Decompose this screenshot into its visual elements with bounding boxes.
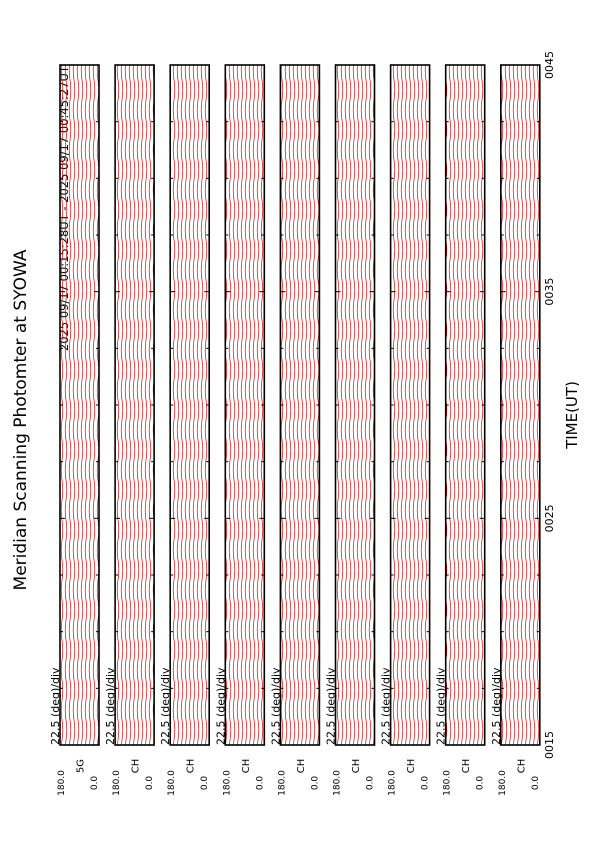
scale-label: 22.5 (deg)/div bbox=[104, 667, 117, 745]
axis-bottom-label: 0.0 bbox=[531, 776, 541, 791]
channel-label: CH bbox=[516, 759, 527, 774]
panel-traces bbox=[59, 64, 100, 746]
axis-top-label: 180.0 bbox=[388, 770, 398, 796]
axis-bottom-label: 0.0 bbox=[310, 776, 320, 791]
channel-label: CH bbox=[241, 759, 252, 774]
panel-traces bbox=[279, 64, 321, 746]
channel-label: CH bbox=[351, 759, 362, 774]
scale-label: 22.5 (deg)/div bbox=[380, 667, 393, 745]
panel-traces bbox=[114, 64, 155, 746]
axis-top-label: 180.0 bbox=[277, 770, 287, 796]
time-tick-label: 0025 bbox=[543, 504, 556, 532]
channel-label: CH bbox=[296, 759, 307, 774]
channel-label: CH bbox=[461, 759, 472, 774]
scale-label: 22.5 (deg)/div bbox=[435, 667, 448, 745]
axis-bottom-label: 0.0 bbox=[145, 776, 155, 791]
channel-label: CH bbox=[186, 759, 197, 774]
axis-top-label: 180.0 bbox=[333, 770, 343, 796]
channel-label: 5G bbox=[76, 759, 87, 773]
axis-top-label: 180.0 bbox=[112, 770, 122, 796]
scale-label: 22.5 (deg)/div bbox=[49, 667, 62, 745]
channel-label: CH bbox=[131, 759, 142, 774]
axis-bottom-label: 0.0 bbox=[200, 776, 210, 791]
axis-top-label: 180.0 bbox=[498, 770, 508, 796]
channel-label: CH bbox=[406, 759, 417, 774]
axis-bottom-label: 0.0 bbox=[90, 776, 100, 791]
axis-bottom-label: 0.0 bbox=[421, 776, 431, 791]
axis-top-label: 180.0 bbox=[167, 770, 177, 796]
panel-traces bbox=[334, 64, 376, 746]
title: Meridian Scanning Photomter at SYOWA bbox=[11, 249, 31, 590]
panel-traces bbox=[169, 64, 210, 746]
panel-traces bbox=[444, 64, 486, 746]
axis-top-label: 180.0 bbox=[57, 770, 67, 796]
axis-bottom-label: 0.0 bbox=[255, 776, 265, 791]
panel-traces bbox=[499, 64, 541, 746]
scale-label: 22.5 (deg)/div bbox=[269, 667, 282, 745]
axis-bottom-label: 0.0 bbox=[476, 776, 486, 791]
time-tick-label: 0045 bbox=[543, 51, 556, 79]
scale-label: 22.5 (deg)/div bbox=[214, 667, 227, 745]
time-tick-label: 0035 bbox=[543, 278, 556, 306]
axis-top-label: 180.0 bbox=[222, 770, 232, 796]
x-axis-label: TIME(UT) bbox=[563, 381, 581, 450]
scale-label: 22.5 (deg)/div bbox=[490, 667, 503, 745]
axis-bottom-label: 0.0 bbox=[366, 776, 376, 791]
scale-label: 22.5 (deg)/div bbox=[159, 667, 172, 745]
scale-label: 22.5 (deg)/div bbox=[325, 667, 338, 745]
panel-traces bbox=[224, 64, 266, 746]
axis-top-label: 180.0 bbox=[443, 770, 453, 796]
time-tick-label: 0015 bbox=[543, 731, 556, 759]
panel-traces bbox=[389, 64, 431, 746]
